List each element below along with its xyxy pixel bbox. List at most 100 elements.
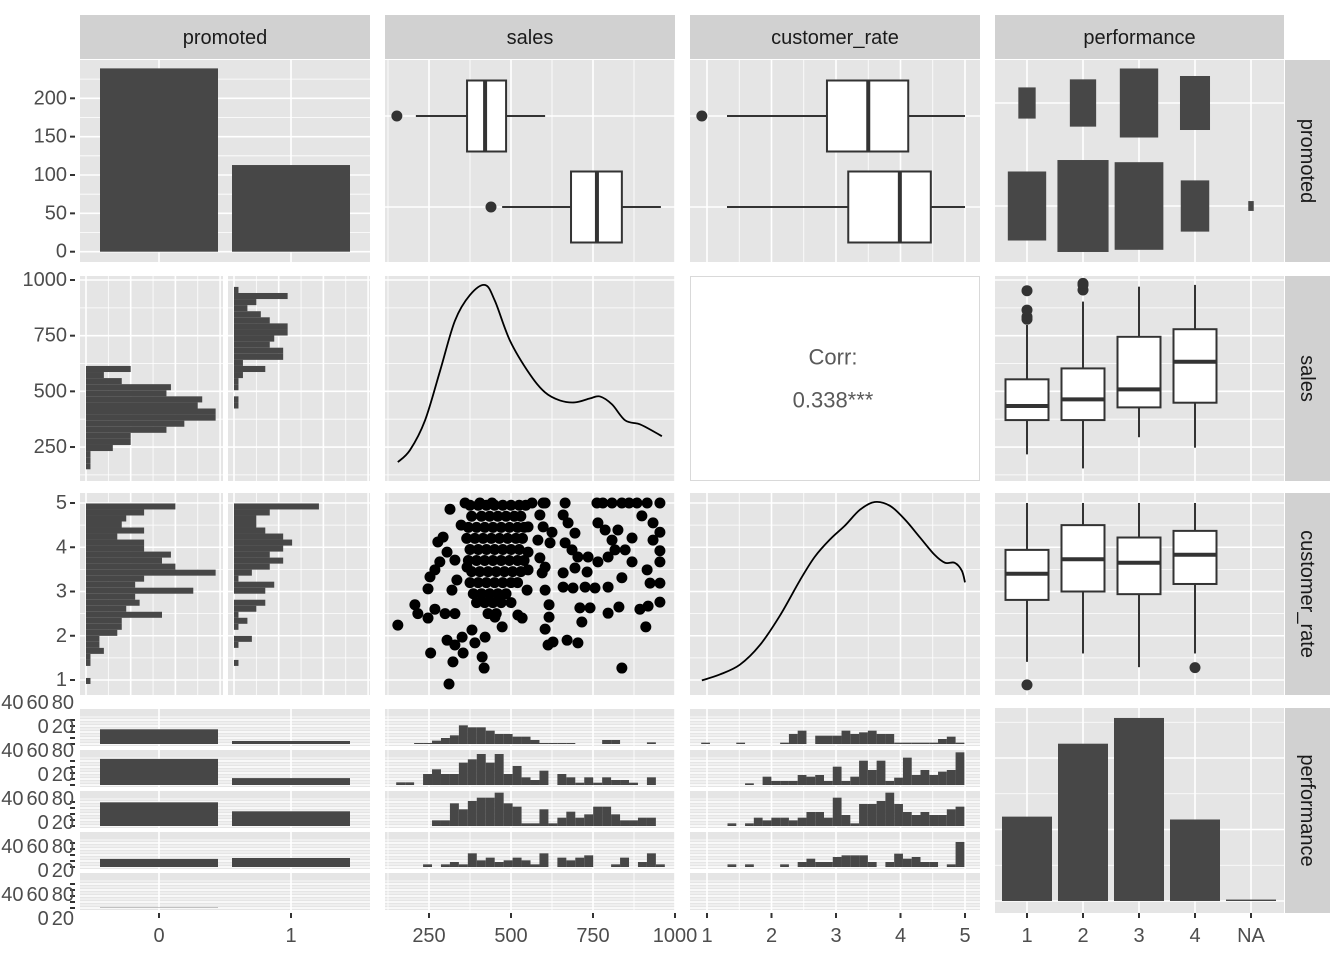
y-axis-tick-label: 0 (38, 812, 49, 834)
hist-bar-rate-performance-3 (806, 812, 816, 826)
scatter-point (647, 534, 659, 546)
hist-bar-sales-performance-1 (467, 727, 477, 744)
hist-bar-rate-p0 (86, 677, 91, 684)
scatter-point (626, 556, 638, 568)
scatter-point (449, 554, 461, 566)
hist-bar-rate-performance-1 (859, 732, 868, 744)
y-axis-tick-label: 1 (56, 669, 67, 691)
strip-right-label: promoted (1296, 119, 1318, 204)
bar-performance-3-p1 (232, 811, 350, 826)
hist-bar-sales-performance-4 (584, 855, 594, 867)
scatter-point (479, 521, 491, 533)
hist-bar-sales-performance-4 (557, 857, 567, 867)
hist-bar-rate-performance-2 (859, 760, 868, 785)
scatter-point (478, 662, 490, 674)
hist-bar-sales-p0 (86, 402, 198, 409)
scatter-point (521, 584, 533, 596)
hist-bar-rate-performance-3 (850, 823, 860, 826)
hist-bar-rate-performance-3 (859, 804, 868, 826)
hist-bar-rate-p0 (86, 569, 216, 576)
scatter-point (457, 647, 469, 659)
hist-bar-rate-p1 (234, 527, 266, 534)
hist-bar-sales-performance-3 (467, 801, 477, 826)
boxplot-sales-performance-1-outlier (1021, 285, 1033, 297)
scatter-point (500, 510, 512, 522)
boxplot-rate-performance-4-box (1172, 529, 1218, 585)
y-axis-tick-label: 60 (27, 740, 49, 762)
hist-bar-rate-performance-3 (929, 815, 939, 826)
scatter-point (444, 503, 456, 515)
y-axis-tick-label: 0 (38, 860, 49, 882)
scatter-point (641, 564, 653, 576)
hist-bar-rate-p0 (86, 617, 122, 624)
hist-bar-rate-performance-2 (911, 775, 921, 785)
hist-bar-rate-performance-2 (841, 781, 851, 785)
tile-performance-3-p0 (1114, 162, 1164, 250)
bar-performance-2 (1058, 743, 1108, 901)
scatter-point (537, 497, 549, 509)
strip-top-sales (385, 15, 675, 59)
boxplot-rate-promoted-1-box (847, 170, 932, 244)
hist-bar-rate-p1 (234, 521, 257, 528)
scatter-point (464, 499, 476, 511)
scatter-point (589, 582, 601, 594)
hist-bar-rate-performance-3 (841, 815, 851, 826)
scatter-point (482, 566, 494, 578)
scatter-point (532, 534, 544, 546)
hist-bar-sales-performance-4 (646, 853, 656, 867)
hist-bar-sales-p0 (86, 457, 91, 464)
hist-bar-sales-performance-2 (575, 782, 585, 785)
scatter-point (471, 555, 483, 567)
scatter-point (522, 546, 534, 558)
bar-performance-NA (1226, 899, 1276, 901)
y-axis-tick-label: 0 (38, 764, 49, 786)
hist-bar-sales-p1 (234, 384, 239, 391)
hist-bar-rate-performance-4 (832, 857, 842, 867)
hist-bar-rate-performance-4 (727, 864, 737, 867)
hist-bar-sales-performance-1 (476, 727, 486, 744)
hist-bar-sales-p1 (234, 323, 288, 330)
scatter-point (606, 497, 618, 509)
hist-bar-rate-p0 (86, 635, 100, 642)
hist-bar-rate-performance-4 (955, 842, 965, 867)
hist-bar-rate-p1 (234, 557, 284, 564)
hist-bar-rate-performance-1 (701, 742, 710, 744)
scatter-point (482, 608, 494, 620)
hist-bar-rate-performance-3 (797, 817, 807, 826)
scatter-point (495, 597, 507, 609)
scatter-point (642, 600, 654, 612)
hist-bar-sales-p1 (234, 359, 243, 366)
hist-bar-sales-performance-4 (423, 864, 433, 867)
hist-bar-rate-performance-3 (867, 804, 877, 826)
tile-performance-1-p0 (1007, 171, 1047, 241)
scatter-point (515, 566, 527, 578)
hist-bar-sales-performance-1 (548, 743, 558, 744)
hist-bar-sales-performance-2 (432, 769, 441, 785)
y-axis-tick-label: 80 (52, 884, 74, 906)
hist-bar-sales-p1 (234, 372, 243, 379)
hist-bar-sales-p1 (234, 365, 266, 373)
hist-bar-rate-performance-3 (780, 817, 789, 826)
hist-bar-rate-p1 (234, 659, 239, 666)
hist-bar-sales-p0 (86, 372, 104, 379)
hist-bar-sales-performance-3 (539, 809, 549, 826)
scatter-point (449, 639, 461, 651)
y-axis-tick-label: 20 (52, 764, 74, 786)
scatter-point (518, 555, 530, 567)
scatter-point (484, 588, 496, 600)
hist-bar-sales-performance-2 (539, 770, 549, 785)
scatter-point (613, 601, 625, 613)
bar-performance-3 (1114, 717, 1164, 901)
bar-performance-1 (1002, 816, 1052, 901)
hist-bar-rate-p1 (234, 581, 275, 588)
hist-bar-sales-performance-2 (629, 782, 638, 785)
hist-bar-sales-p1 (234, 317, 270, 324)
hist-bar-sales-performance-2 (593, 782, 603, 785)
hist-bar-sales-performance-3 (646, 817, 656, 826)
scatter-point (557, 509, 569, 521)
hist-bar-sales-performance-1 (512, 736, 522, 744)
y-axis-tick-label: 50 (45, 202, 67, 224)
hist-bar-sales-performance-4 (620, 857, 630, 867)
scatter-point (616, 572, 628, 584)
scatter-point (471, 597, 483, 609)
